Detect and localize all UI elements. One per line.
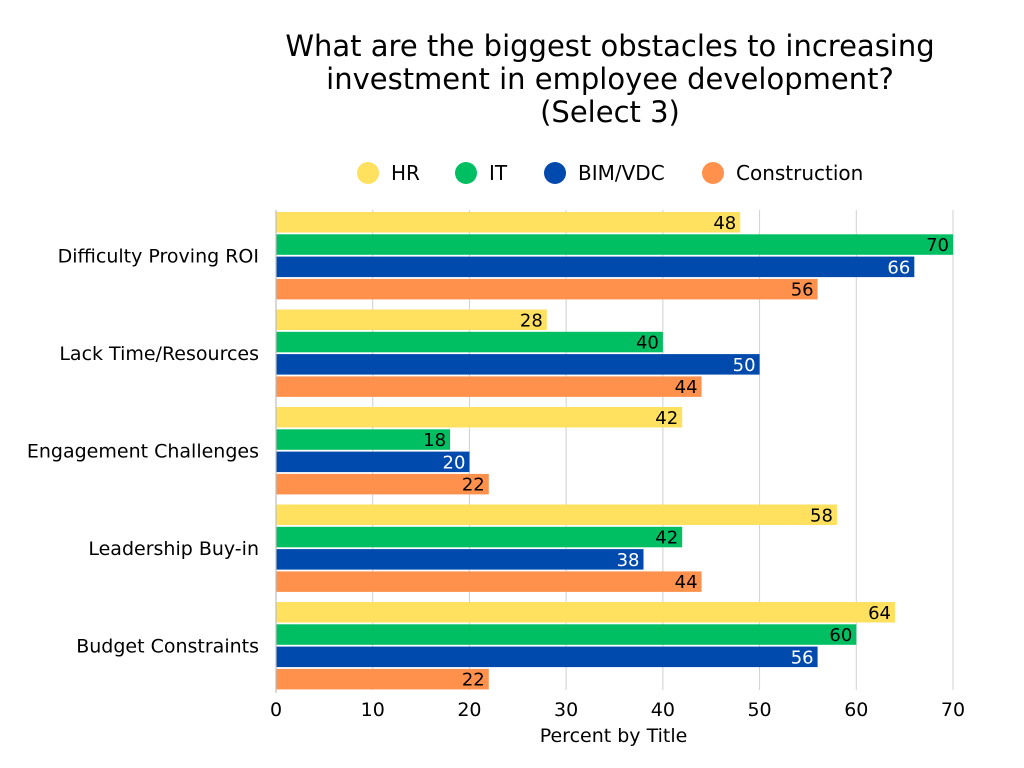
bar-budget-constraints-bim-vdc <box>276 646 818 668</box>
bar-lack-time-resources-it <box>276 331 663 353</box>
bar-difficulty-proving-roi-construction <box>276 278 818 300</box>
legend-item-construction: Construction <box>702 158 863 188</box>
legend-label-construction: Construction <box>736 161 864 185</box>
chart-title: What are the biggest obstacles to increa… <box>230 30 990 129</box>
x-tick-label-10: 10 <box>361 699 385 721</box>
data-label-lack-time-resources-construction: 44 <box>675 377 698 398</box>
bar-leadership-buy-in-bim-vdc <box>276 549 644 570</box>
bar-engagement-challenges-it <box>276 429 451 450</box>
legend-label-hr: HR <box>391 161 420 185</box>
data-label-leadership-buy-in-it: 42 <box>655 528 678 549</box>
x-tick-label-20: 20 <box>457 699 481 721</box>
bar-lack-time-resources-hr <box>276 309 547 330</box>
legend: HR IT BIM/VDC Construction <box>0 158 1024 188</box>
data-label-difficulty-proving-roi-construction: 56 <box>791 280 814 301</box>
chart-title-line-3: (Select 3) <box>540 95 680 129</box>
bar-leadership-buy-in-it <box>276 526 683 548</box>
bar-difficulty-proving-roi-hr <box>276 212 741 233</box>
bar-engagement-challenges-bim-vdc <box>276 451 470 473</box>
bar-budget-constraints-it <box>276 624 857 645</box>
data-label-engagement-challenges-it: 18 <box>423 430 446 451</box>
legend-swatch-hr <box>357 162 379 184</box>
category-label-leadership-buy-in: Leadership Buy-in <box>88 538 259 560</box>
data-label-engagement-challenges-bim-vdc: 20 <box>443 452 466 473</box>
x-tick-label-50: 50 <box>747 699 771 721</box>
data-label-lack-time-resources-it: 40 <box>636 333 659 354</box>
data-label-budget-constraints-construction: 22 <box>462 670 485 691</box>
x-tick-label-0: 0 <box>270 699 282 721</box>
data-label-budget-constraints-it: 60 <box>829 625 852 646</box>
bar-difficulty-proving-roi-it <box>276 234 953 255</box>
data-label-difficulty-proving-roi-it: 70 <box>926 235 949 256</box>
x-axis-title: Percent by Title <box>540 725 688 747</box>
legend-item-bim-vdc: BIM/VDC <box>544 158 665 188</box>
data-label-budget-constraints-bim-vdc: 56 <box>791 647 814 668</box>
category-label-engagement-challenges: Engagement Challenges <box>27 441 259 463</box>
bar-engagement-challenges-hr <box>276 407 683 428</box>
legend-item-it: IT <box>455 158 507 188</box>
data-label-leadership-buy-in-construction: 44 <box>675 572 698 593</box>
data-label-difficulty-proving-roi-hr: 48 <box>713 213 736 234</box>
bar-leadership-buy-in-hr <box>276 504 837 525</box>
data-label-budget-constraints-hr: 64 <box>868 603 891 624</box>
data-label-lack-time-resources-bim-vdc: 50 <box>733 355 756 376</box>
data-label-lack-time-resources-hr: 28 <box>520 310 543 331</box>
data-label-engagement-challenges-hr: 42 <box>655 408 678 429</box>
bar-lack-time-resources-bim-vdc <box>276 354 760 375</box>
x-tick-label-60: 60 <box>844 699 868 721</box>
category-label-lack-time-resources: Lack Time/Resources <box>59 343 259 365</box>
x-tick-label-40: 40 <box>651 699 675 721</box>
x-tick-label-70: 70 <box>941 699 965 721</box>
legend-label-it: IT <box>489 161 508 185</box>
chart-title-line-1: What are the biggest obstacles to increa… <box>285 29 935 63</box>
legend-label-bim-vdc: BIM/VDC <box>578 161 665 185</box>
bar-leadership-buy-in-construction <box>276 571 702 592</box>
bar-difficulty-proving-roi-bim-vdc <box>276 256 915 278</box>
data-label-engagement-challenges-construction: 22 <box>462 475 485 496</box>
category-label-difficulty-proving-roi: Difficulty Proving ROI <box>58 246 259 268</box>
bar-budget-constraints-construction <box>276 668 489 690</box>
data-label-leadership-buy-in-bim-vdc: 38 <box>617 550 640 571</box>
data-label-leadership-buy-in-hr: 58 <box>810 505 833 526</box>
legend-item-hr: HR <box>357 158 420 188</box>
legend-swatch-construction <box>702 162 724 184</box>
bar-engagement-challenges-construction <box>276 473 489 495</box>
x-tick-label-30: 30 <box>554 699 578 721</box>
legend-swatch-bim-vdc <box>544 162 566 184</box>
category-label-budget-constraints: Budget Constraints <box>76 636 259 658</box>
chart-title-line-2: investment in employee development? <box>326 62 894 96</box>
legend-swatch-it <box>455 162 477 184</box>
data-label-difficulty-proving-roi-bim-vdc: 66 <box>887 257 910 278</box>
bar-lack-time-resources-construction <box>276 376 702 397</box>
bar-budget-constraints-hr <box>276 602 895 623</box>
